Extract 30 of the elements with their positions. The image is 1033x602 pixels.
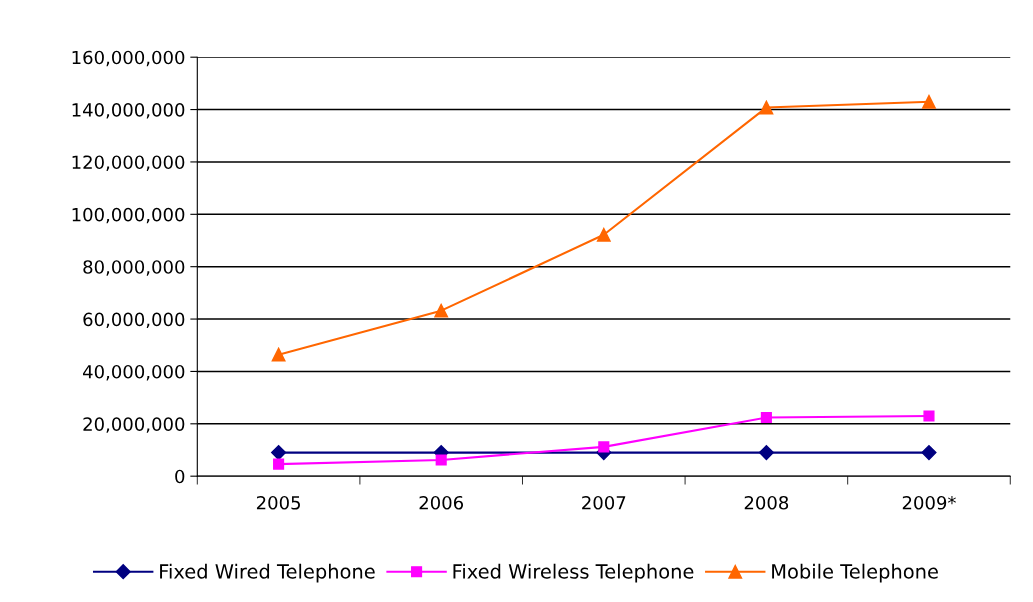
x-tick-label: 2005 <box>256 495 300 510</box>
x-tick-label: 2009* <box>902 495 956 510</box>
point <box>759 100 774 115</box>
x-tick-label: 2007 <box>582 495 626 510</box>
point <box>596 227 611 242</box>
point <box>434 303 449 318</box>
point <box>921 445 937 461</box>
legend-label: Fixed Wireless Telephone <box>453 563 694 583</box>
legend-label: Fixed Wired Telephone <box>160 563 375 583</box>
x-tick-label: 2008 <box>744 495 789 510</box>
x-tick-label: 2006 <box>419 495 464 510</box>
point <box>435 454 447 466</box>
y-tick-label: 160,000,000 <box>72 50 185 67</box>
y-tick-label: 140,000,000 <box>72 103 185 119</box>
y-tick-label: 120,000,000 <box>72 155 185 171</box>
y-tick-label: 60,000,000 <box>83 312 185 329</box>
y-tick-label: 20,000,000 <box>83 417 185 433</box>
point <box>923 410 935 422</box>
y-tick-label: 100,000,000 <box>72 207 185 224</box>
y-tick-label: 0 <box>175 469 185 484</box>
point <box>271 445 287 461</box>
point <box>758 445 774 461</box>
y-tick-label: 80,000,000 <box>83 260 185 276</box>
point <box>598 441 610 453</box>
y-tick-label: 40,000,000 <box>83 364 185 381</box>
point <box>760 411 772 424</box>
point <box>271 347 286 362</box>
legend-label: Mobile Telephone <box>772 563 938 583</box>
point <box>922 94 936 109</box>
point <box>273 458 285 470</box>
